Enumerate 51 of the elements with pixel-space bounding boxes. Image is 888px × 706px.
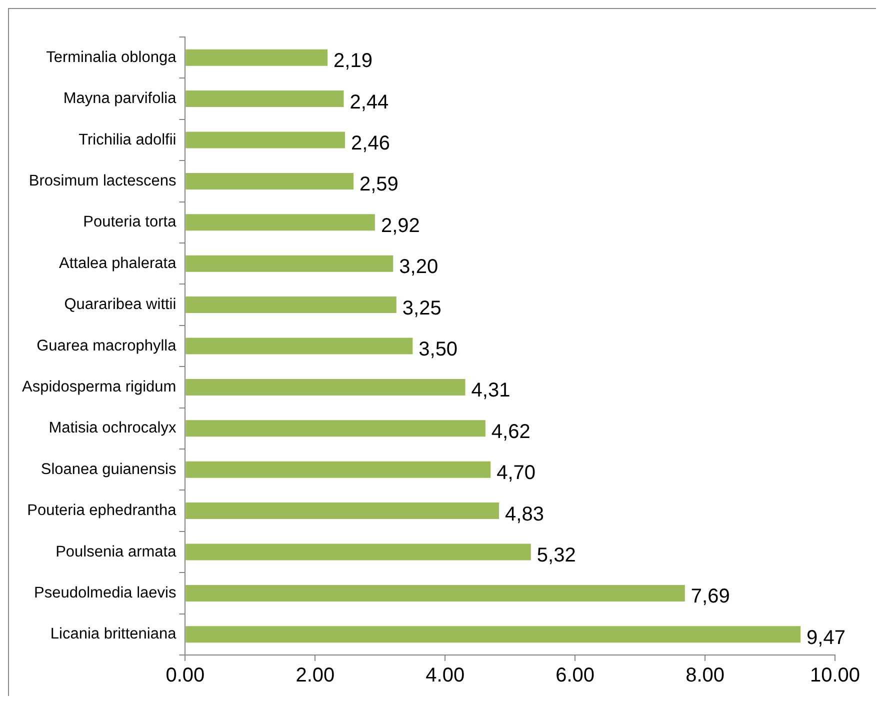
data-label: 4,31: [471, 380, 510, 402]
data-label: 4,62: [491, 420, 530, 443]
data-label: 5,32: [536, 544, 576, 567]
y-tick-label: Licania britteniana: [50, 626, 177, 643]
bar: [186, 544, 531, 560]
y-tick-label: Pseudolmedia laevis: [34, 584, 176, 602]
data-label: 2,46: [351, 132, 390, 155]
x-tick-label: 2.00: [296, 664, 335, 687]
bar: [186, 90, 344, 108]
data-label: 2,44: [350, 91, 389, 114]
bar: [186, 214, 375, 231]
y-tick-label: Terminalia oblonga: [46, 48, 177, 66]
y-tick-label: Quararibea wittii: [64, 296, 176, 314]
x-tick-label: 4.00: [426, 664, 465, 687]
bar: [186, 338, 413, 354]
x-tick-label: 8.00: [686, 664, 725, 687]
bar: [186, 255, 394, 272]
data-label: 3,20: [399, 256, 438, 278]
y-tick-label: Pouteria torta: [83, 214, 177, 231]
data-label: 4,83: [505, 503, 544, 526]
bar: [186, 584, 685, 602]
data-label: 2,59: [360, 174, 398, 196]
y-tick-label: Brosimum lactescens: [28, 172, 176, 190]
y-tick-label: Mayna parvifolia: [63, 90, 177, 108]
x-tick-label: 0.00: [166, 664, 205, 687]
bar: [186, 420, 486, 437]
y-tick-label: Guarea macrophylla: [36, 337, 177, 354]
data-label: 2,92: [380, 214, 420, 237]
data-label: 2,19: [334, 50, 372, 72]
x-tick-label: 10.00: [810, 664, 860, 687]
bar: [186, 626, 801, 643]
bar: [186, 502, 500, 520]
data-label: 3,25: [402, 297, 442, 320]
y-tick-label: Attalea phalerata: [59, 254, 177, 272]
bar: [186, 172, 354, 190]
bar: [186, 296, 396, 314]
y-tick-label: Pouteria ephedrantha: [27, 502, 177, 520]
y-tick-label: Poulsenia armata: [56, 543, 177, 560]
y-tick-label: Trichilia adolfii: [78, 131, 176, 148]
data-label: 7,69: [690, 586, 730, 608]
data-label: 3,50: [418, 338, 458, 361]
data-label: 4,70: [496, 462, 536, 484]
bar: [186, 378, 466, 396]
y-tick-label: Sloanea guianensis: [40, 460, 176, 478]
data-label: 9,47: [806, 626, 846, 649]
bar: [186, 461, 491, 478]
y-tick-label: Aspidosperma rigidum: [22, 378, 176, 396]
bar: [186, 49, 328, 66]
bar: [186, 132, 346, 148]
x-tick-label: 6.00: [556, 664, 595, 687]
y-tick-label: Matisia ochrocalyx: [48, 420, 176, 437]
